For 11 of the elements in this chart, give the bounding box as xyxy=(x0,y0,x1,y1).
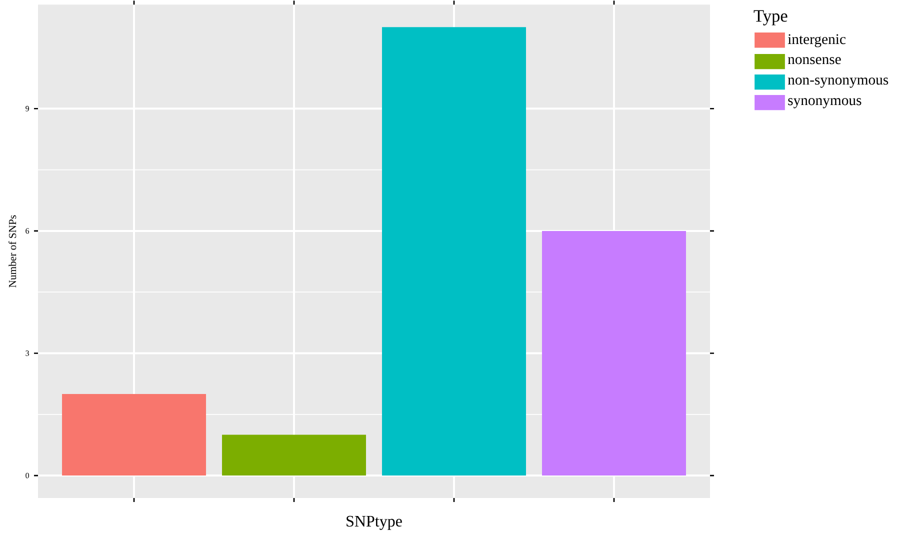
y-tick-label: 6 xyxy=(26,228,30,234)
y-axis-title: Number of SNPs xyxy=(8,215,16,288)
x-axis-title: SNPtype xyxy=(346,516,402,530)
y-tick-label: 3 xyxy=(26,350,29,356)
legend-label: non-synonymous xyxy=(788,77,888,88)
legend-title: Type xyxy=(754,10,788,26)
legend-label: intergenic xyxy=(788,34,846,47)
legend-label: nonsense xyxy=(788,56,841,64)
y-tick-label: 0 xyxy=(26,472,29,478)
y-tick-label: 9 xyxy=(26,106,29,112)
legend-label: synonymous xyxy=(788,98,862,108)
